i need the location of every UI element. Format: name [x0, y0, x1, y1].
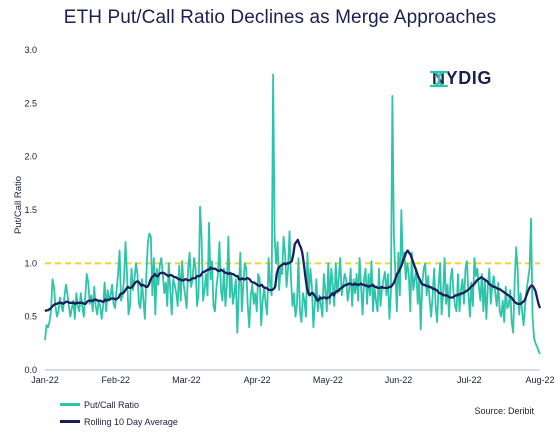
- x-tick-label: Apr-22: [244, 375, 271, 385]
- legend-swatch-rolling-average: [60, 420, 80, 423]
- y-tick-label: 2.0: [24, 152, 37, 162]
- series-put-call-ratio: [44, 73, 541, 355]
- x-tick-label: Aug-22: [525, 375, 554, 385]
- x-tick-label: May-22: [313, 375, 343, 385]
- series-rolling-average: [44, 238, 542, 313]
- y-axis-label: Put/Call Ratio: [13, 176, 24, 234]
- legend-label-put-call-ratio: Put/Call Ratio: [84, 399, 140, 410]
- y-tick-label: 3.0: [24, 45, 37, 55]
- nydig-logo: NYDIG: [428, 68, 492, 89]
- legend-item-put-call-ratio: Put/Call Ratio: [60, 396, 178, 413]
- chart-title: ETH Put/Call Ratio Declines as Merge App…: [63, 7, 497, 28]
- y-tick-label: 0.5: [24, 312, 37, 322]
- y-tick-label: 0.0: [24, 365, 37, 375]
- y-tick-label: 2.5: [24, 98, 37, 108]
- legend-item-rolling-average: Rolling 10 Day Average: [60, 413, 178, 430]
- legend: Put/Call Ratio Rolling 10 Day Average: [60, 396, 178, 430]
- y-tick-label: 1.0: [24, 258, 37, 268]
- x-tick-label: Jun-22: [385, 375, 413, 385]
- y-tick-label: 1.5: [24, 205, 37, 215]
- legend-label-rolling-average: Rolling 10 Day Average: [84, 416, 178, 427]
- tick-labels: 0.0 0.5 1.0 1.5 2.0 2.5 3.0 Jan-22 Feb-22 Mar-22 A…: [24, 45, 554, 385]
- legend-swatch-put-call-ratio: [60, 403, 80, 406]
- x-tick-label: Mar-22: [172, 375, 201, 385]
- nydig-logo-icon: [429, 70, 449, 88]
- x-tick-label: Jan-22: [31, 375, 59, 385]
- x-tick-label: Jul-22: [457, 375, 482, 385]
- x-tick-label: Feb-22: [101, 375, 130, 385]
- source-note: Source: Deribit: [474, 406, 534, 416]
